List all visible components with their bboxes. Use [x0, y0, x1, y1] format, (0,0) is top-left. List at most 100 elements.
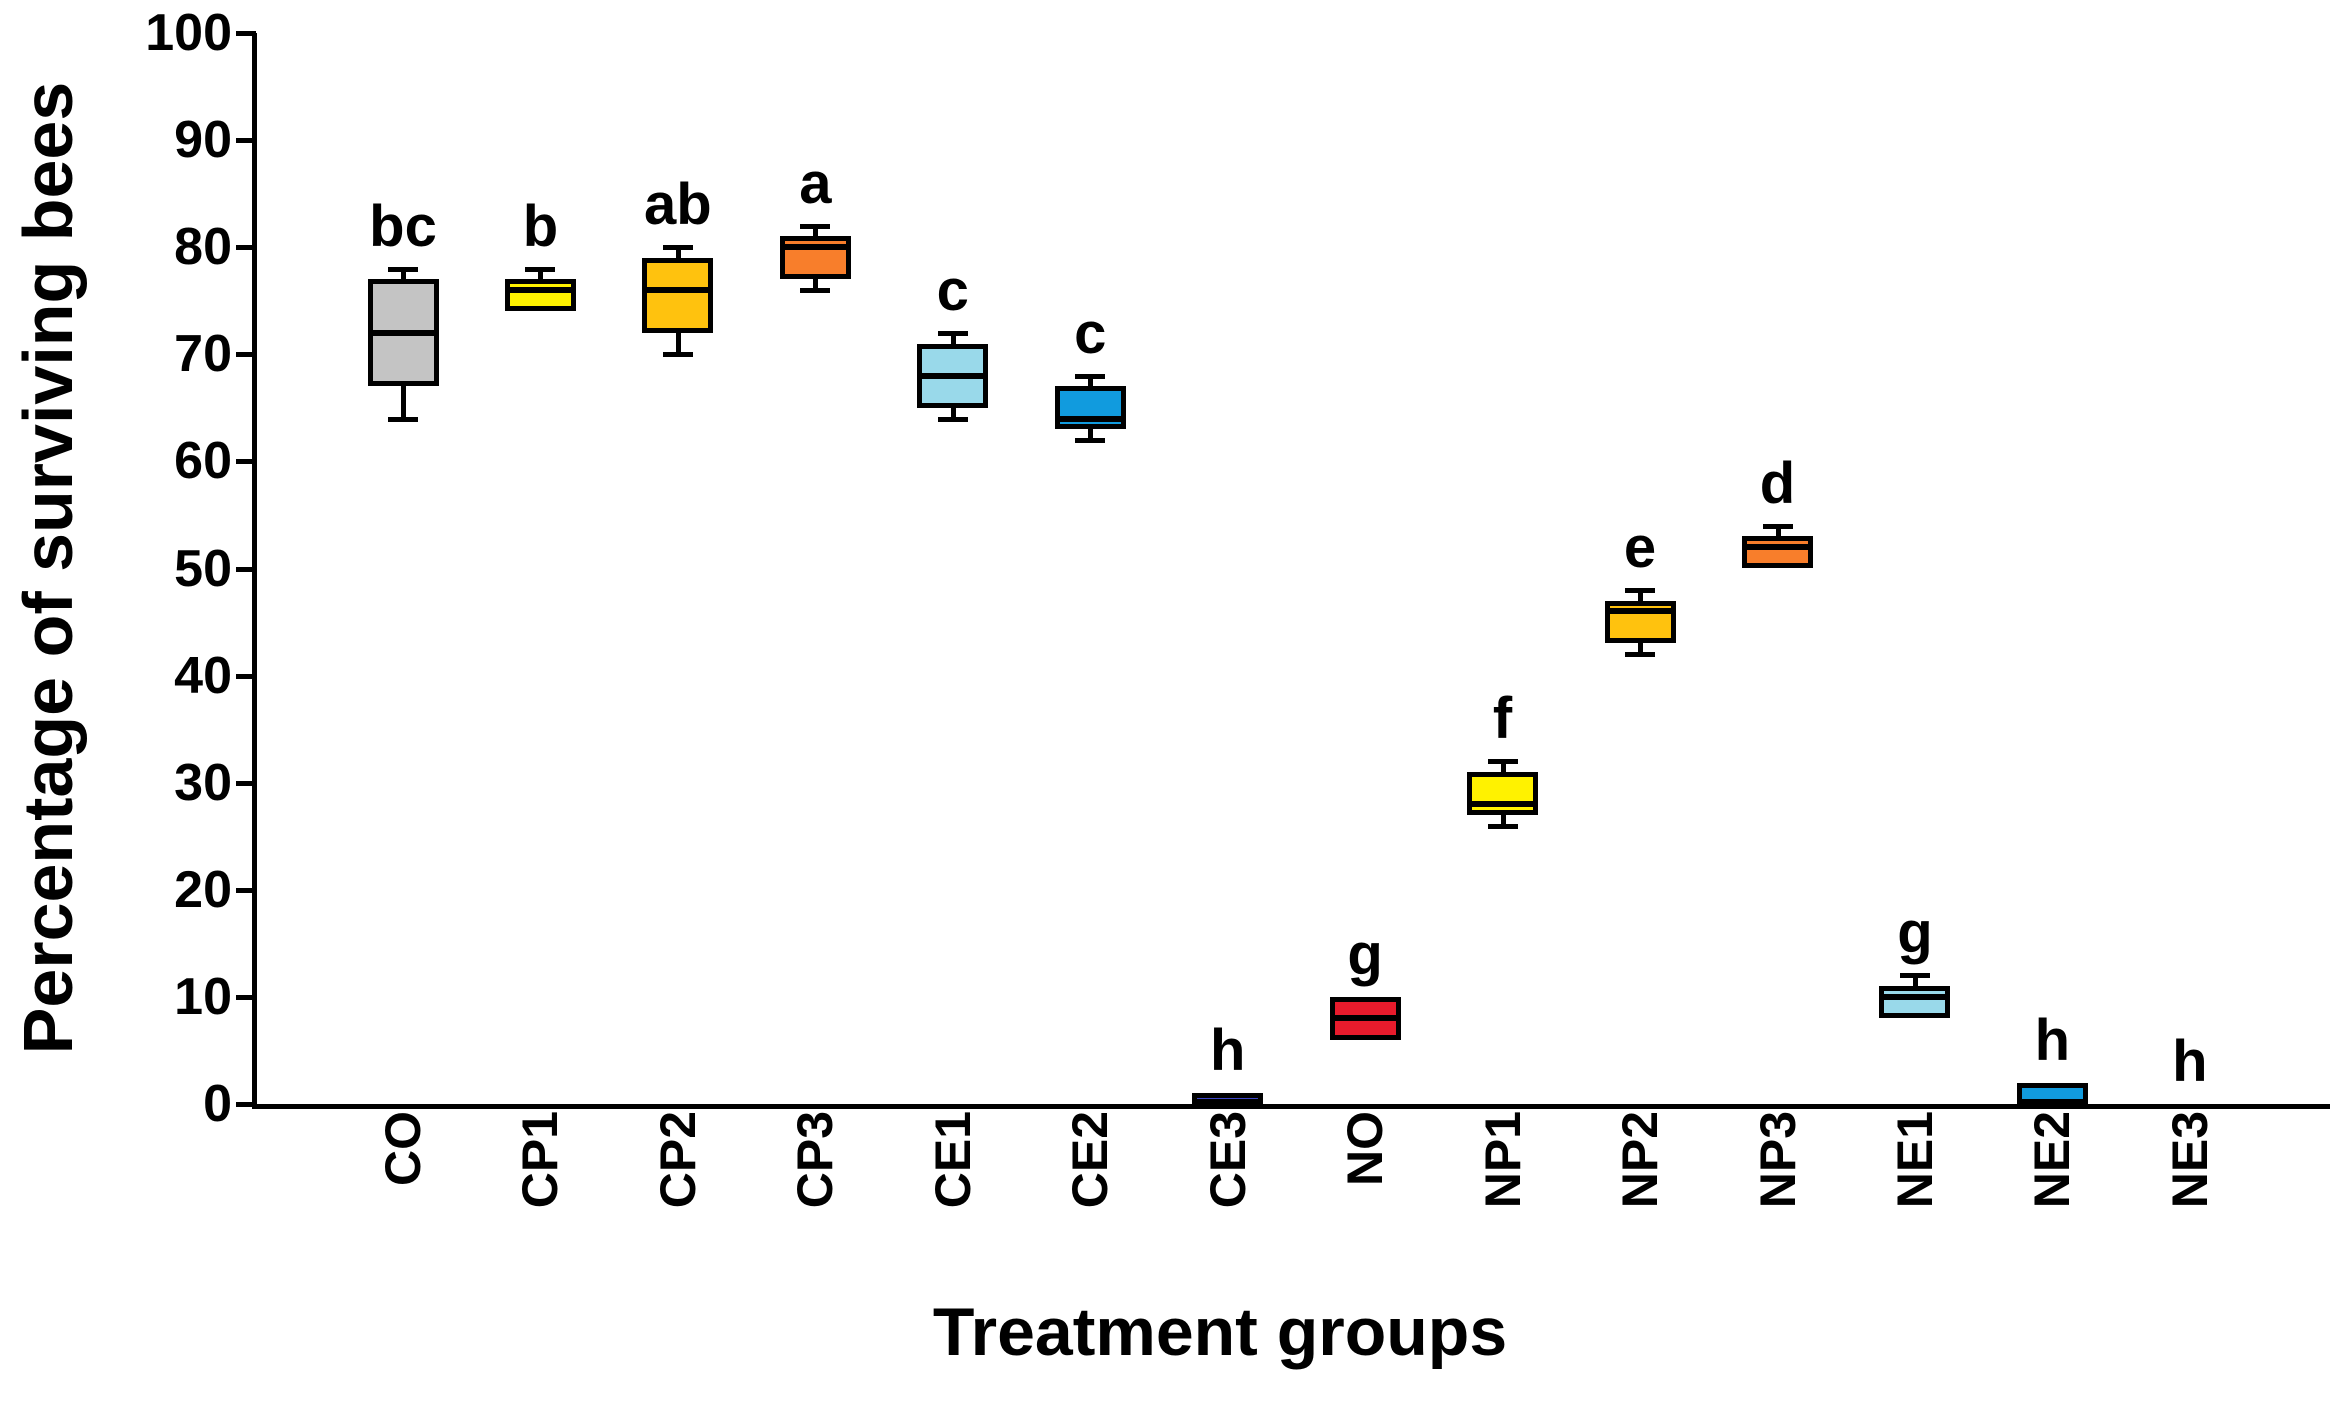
x-label-NP1: NP1 — [1474, 1111, 1531, 1209]
sig-letter-NO: g — [1347, 921, 1383, 987]
box-CP3 — [779, 236, 851, 280]
whisker-lower-CE2 — [1088, 429, 1094, 440]
y-tick-50 — [236, 566, 256, 572]
whisker-upper-CO — [401, 268, 406, 280]
x-axis-title: Treatment groups — [932, 1294, 1508, 1370]
median-CO — [367, 329, 439, 336]
whisker-cap-upper-CO — [388, 266, 418, 272]
whisker-lower-NP1 — [1500, 814, 1506, 826]
sig-letter-CE1: c — [936, 257, 969, 323]
whisker-cap-upper-NP3 — [1762, 523, 1793, 529]
whisker-cap-upper-NE1 — [1899, 973, 1930, 979]
x-label-NE2: NE2 — [2024, 1111, 2081, 1209]
x-label-NE3: NE3 — [2161, 1111, 2218, 1209]
whisker-cap-upper-CP3 — [800, 223, 831, 229]
whisker-upper-CP2 — [675, 247, 681, 258]
x-axis-line — [252, 1104, 2330, 1109]
whisker-upper-NP3 — [1775, 525, 1781, 537]
whisker-upper-CE1 — [950, 332, 956, 344]
y-tick-10 — [236, 994, 256, 1000]
y-tick-label-60: 60 — [174, 432, 232, 491]
median-NO — [1329, 1015, 1401, 1022]
sig-letter-CP2: ab — [644, 172, 712, 238]
y-tick-label-30: 30 — [174, 753, 232, 812]
x-label-CE2: CE2 — [1062, 1111, 1119, 1209]
box-NP1 — [1467, 771, 1539, 815]
whisker-cap-lower-CP3 — [800, 288, 831, 294]
y-tick-label-40: 40 — [174, 646, 232, 705]
whisker-lower-CO — [401, 386, 406, 419]
y-tick-70 — [236, 352, 256, 358]
y-tick-40 — [236, 673, 256, 679]
sig-letter-CP3: a — [799, 150, 832, 216]
whisker-upper-CP3 — [813, 225, 819, 237]
y-tick-20 — [236, 887, 256, 893]
y-tick-90 — [236, 138, 256, 144]
whisker-cap-upper-CP2 — [662, 245, 693, 251]
whisker-upper-NE1 — [1912, 975, 1918, 987]
x-label-CP1: CP1 — [512, 1111, 569, 1209]
y-tick-label-20: 20 — [174, 860, 232, 919]
box-NP3 — [1742, 536, 1813, 569]
y-tick-label-90: 90 — [174, 111, 232, 170]
x-label-NP2: NP2 — [1612, 1111, 1669, 1209]
whisker-cap-lower-CP2 — [662, 352, 693, 358]
box-CP1 — [504, 279, 576, 312]
whisker-cap-upper-CE1 — [937, 330, 968, 336]
median-NP1 — [1467, 801, 1539, 808]
median-CE1 — [917, 372, 989, 379]
whisker-cap-lower-NP2 — [1625, 652, 1656, 658]
box-NE1 — [1879, 986, 1951, 1019]
box-NP2 — [1604, 600, 1676, 644]
y-tick-80 — [236, 245, 256, 251]
sig-letter-NE1: g — [1897, 900, 1933, 966]
sig-letter-NE3: h — [2172, 1029, 2208, 1094]
median-CE2 — [1054, 415, 1126, 422]
sig-letter-CO: bc — [369, 193, 437, 259]
whisker-cap-upper-NP1 — [1487, 759, 1518, 765]
sig-letter-CE2: c — [1074, 300, 1107, 366]
y-tick-60 — [236, 459, 256, 465]
x-label-NP3: NP3 — [1749, 1111, 1806, 1209]
box-NE2 — [2016, 1082, 2088, 1104]
x-label-CE3: CE3 — [1199, 1111, 1256, 1209]
median-NP3 — [1742, 544, 1813, 551]
whisker-lower-CP2 — [675, 332, 681, 355]
y-tick-0 — [236, 1102, 256, 1107]
sig-letter-NP2: e — [1623, 514, 1657, 580]
y-tick-label-80: 80 — [174, 218, 232, 277]
whisker-cap-upper-CP1 — [525, 266, 556, 272]
whisker-upper-CP1 — [538, 268, 544, 280]
median-CP2 — [642, 287, 714, 294]
median-CP3 — [779, 244, 851, 251]
y-tick-label-10: 10 — [174, 967, 232, 1026]
sig-letter-CE3: h — [1209, 1018, 1246, 1084]
whisker-upper-NP2 — [1638, 589, 1644, 601]
x-label-CP3: CP3 — [787, 1111, 844, 1209]
x-label-CO: CO — [375, 1111, 431, 1186]
median-NE1 — [1879, 993, 1951, 1000]
whisker-lower-CE1 — [950, 407, 956, 419]
whisker-cap-lower-CE1 — [937, 416, 968, 422]
y-tick-label-100: 100 — [145, 4, 232, 62]
x-label-NO: NO — [1337, 1111, 1394, 1186]
whisker-upper-NP1 — [1500, 761, 1506, 772]
x-label-CP2: CP2 — [649, 1111, 706, 1209]
whisker-upper-CE2 — [1088, 375, 1094, 387]
whisker-cap-lower-NP1 — [1487, 823, 1518, 829]
y-tick-label-70: 70 — [174, 325, 232, 384]
sig-letter-NP1: f — [1492, 686, 1513, 752]
x-label-CE1: CE1 — [924, 1111, 981, 1209]
whisker-cap-upper-CE2 — [1075, 373, 1106, 379]
x-label-NE1: NE1 — [1886, 1111, 1943, 1209]
box-CE2 — [1054, 386, 1126, 430]
whisker-lower-CP3 — [813, 279, 819, 291]
sig-letter-NP3: d — [1759, 450, 1796, 516]
whisker-cap-lower-CE2 — [1075, 437, 1106, 443]
box-CP2 — [642, 257, 714, 333]
median-CP1 — [504, 287, 576, 294]
median-NP2 — [1604, 608, 1676, 615]
y-tick-30 — [236, 780, 256, 786]
